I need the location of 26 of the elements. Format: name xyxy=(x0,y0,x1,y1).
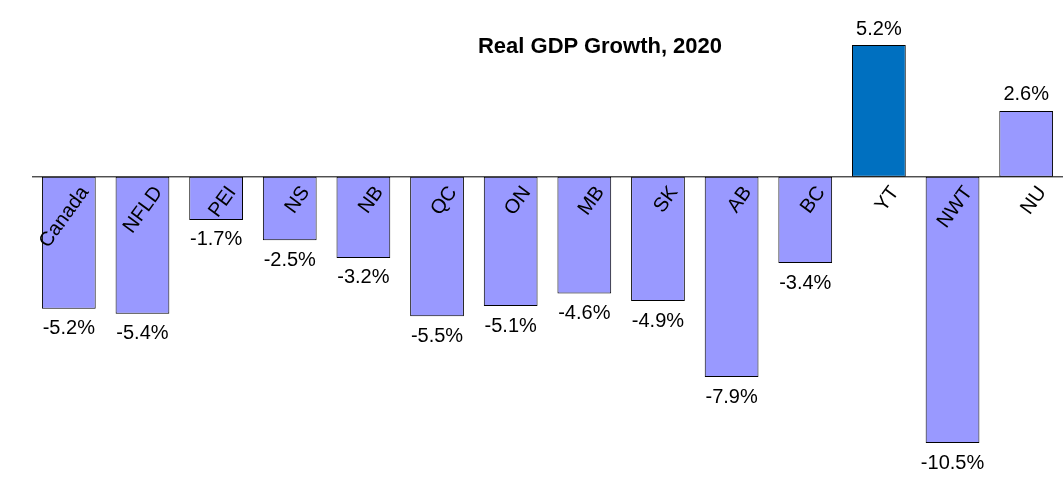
x-tick-label: SK xyxy=(648,180,683,216)
data-label: 2.6% xyxy=(1003,82,1050,105)
data-label: -1.7% xyxy=(189,227,243,250)
data-label: -5.5% xyxy=(410,323,464,346)
data-label: -4.6% xyxy=(558,300,611,323)
x-tick-label: NU xyxy=(1015,181,1050,218)
data-label: -4.9% xyxy=(631,308,685,331)
x-tick-label: MB xyxy=(572,181,609,219)
data-label: -5.2% xyxy=(42,316,96,339)
data-label: -3.4% xyxy=(779,270,832,293)
data-label: -10.5% xyxy=(920,450,985,473)
x-tick-label: AB xyxy=(721,181,756,216)
x-tick-label: NB xyxy=(352,181,388,217)
x-tick-label: YT xyxy=(869,181,903,216)
data-label: -5.4% xyxy=(116,321,169,344)
x-tick-label: QC xyxy=(425,181,461,219)
data-label: -2.5% xyxy=(263,247,317,270)
x-tick-label: BC xyxy=(794,181,829,217)
x-tick-label: ON xyxy=(498,181,535,219)
chart-title: Real GDP Growth, 2020 xyxy=(477,33,723,59)
data-label: -7.9% xyxy=(705,384,758,407)
data-label: 5.2% xyxy=(856,16,902,39)
x-tick-label: NS xyxy=(279,181,314,217)
data-label: -3.2% xyxy=(337,265,390,288)
data-label: -5.1% xyxy=(484,313,538,336)
x-tick-label: PEI xyxy=(203,181,240,221)
